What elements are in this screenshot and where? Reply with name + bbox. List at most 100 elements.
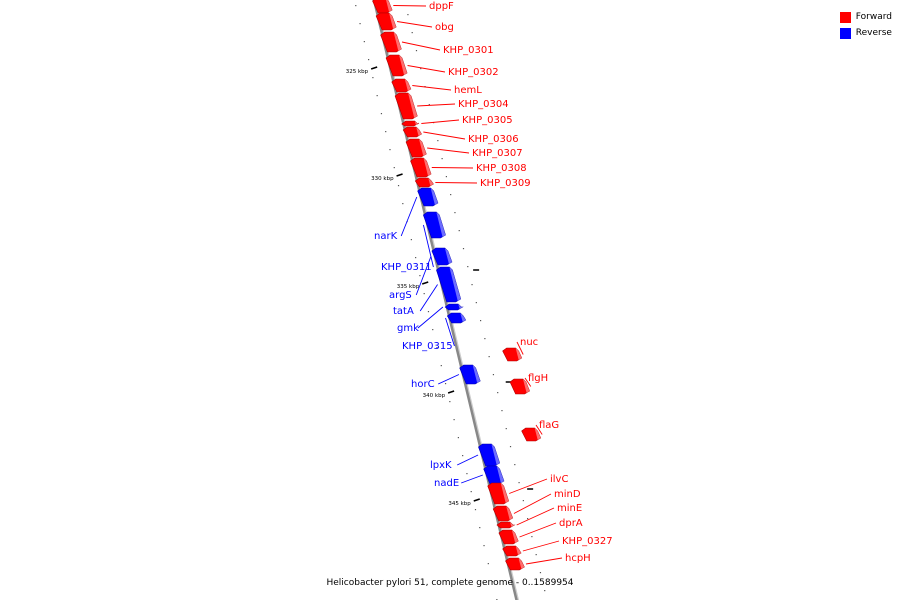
minor-tick: [393, 167, 395, 169]
minor-tick: [397, 185, 400, 187]
gene-highlight: [428, 178, 434, 186]
minor-tick: [484, 338, 486, 340]
gene-leader: [509, 478, 548, 494]
minor-tick: [544, 590, 546, 592]
gene-label: KHP_0304: [458, 99, 509, 110]
genome-caption: Helicobacter pylori 51, complete genome …: [326, 578, 574, 588]
minor-tick: [501, 410, 503, 412]
gene-highlight: [460, 313, 466, 322]
minor-tick: [475, 302, 477, 304]
gene-lpxK: [457, 443, 501, 467]
gene-label: gmk: [397, 323, 419, 334]
gene-gmk: [417, 303, 464, 329]
gene-ilvC: [487, 478, 548, 505]
gene-leader: [397, 21, 433, 28]
gene-leader: [525, 557, 563, 565]
gene-nadE: [461, 465, 505, 485]
minor-tick: [449, 401, 451, 403]
gene-leader: [522, 540, 560, 552]
legend-reverse: Reverse: [839, 25, 892, 41]
gene-label: flaG: [539, 420, 559, 431]
ruler-label: 335 kbp: [397, 284, 420, 290]
gene-label: dppF: [429, 1, 454, 12]
gene-KHP_0309: [414, 177, 478, 188]
gene-label: tatA: [393, 306, 414, 317]
gene-label: KHP_0311: [381, 262, 432, 273]
minor-tick: [462, 248, 465, 250]
gene-label: KHP_0327: [562, 536, 613, 547]
minor-tick: [445, 176, 447, 178]
gene-leader: [419, 284, 438, 312]
legend-reverse-label: Reverse: [855, 28, 892, 38]
gene-leader: [423, 131, 466, 140]
gene-label: KHP_0306: [468, 134, 519, 145]
gene-KHP_0327: [502, 540, 560, 557]
gene-highlight: [423, 158, 432, 176]
gene-label: horC: [411, 379, 435, 390]
gene-highlight: [458, 304, 463, 309]
gene-highlight: [523, 379, 530, 393]
gene-KHP_0315: [445, 312, 467, 347]
gene-leader: [457, 454, 479, 466]
minor-tick: [432, 329, 434, 331]
minor-tick: [491, 581, 494, 583]
legend: Forward Reverse: [839, 9, 892, 41]
gene-minE: [496, 507, 555, 529]
gene-tatA: [419, 266, 462, 312]
gene-label: hcpH: [565, 553, 591, 564]
gene-highlight: [416, 127, 422, 136]
gene-highlight: [444, 248, 452, 264]
gene-highlight: [509, 522, 515, 527]
gene-highlight: [393, 32, 402, 51]
minor-tick: [437, 140, 439, 142]
gene-highlight: [436, 212, 446, 237]
minor-tick: [492, 374, 495, 376]
gene-highlight: [449, 267, 461, 301]
gene-highlight: [515, 546, 522, 555]
gene-label: nuc: [520, 337, 538, 348]
minor-tick: [410, 239, 412, 241]
minor-tick: [407, 14, 409, 16]
gene-track: [372, 0, 563, 571]
gene-label: KHP_0307: [472, 148, 523, 159]
gene-hemL: [391, 78, 452, 93]
gene-highlight: [430, 188, 438, 205]
minor-tick: [505, 428, 507, 430]
gene-leader: [417, 306, 444, 329]
gene-leader: [519, 522, 557, 538]
gene-highlight: [408, 93, 418, 118]
minor-tick: [423, 293, 425, 295]
gene-KHP_0301: [380, 31, 441, 53]
gene-leader: [407, 65, 446, 73]
minor-tick: [488, 356, 490, 358]
minor-tick: [527, 518, 529, 520]
gene-highlight: [500, 483, 509, 503]
gene-leader: [445, 317, 455, 347]
forward-swatch: [839, 11, 851, 23]
minor-tick: [457, 437, 459, 439]
gene-minD: [492, 493, 552, 522]
ruler-label: 330 kbp: [371, 176, 394, 182]
gene-KHP_0302: [385, 54, 446, 77]
minor-tick: [458, 230, 460, 232]
minor-tick: [380, 113, 383, 115]
minor-tick: [483, 545, 485, 547]
minor-tick: [427, 311, 430, 313]
minor-tick: [411, 32, 413, 34]
ruler-tick: [421, 281, 429, 285]
minor-tick: [402, 203, 404, 205]
minor-tick: [436, 347, 438, 349]
gene-flaG: [521, 424, 543, 442]
minor-tick: [474, 509, 477, 511]
gene-label: KHP_0308: [476, 163, 527, 174]
gene-label: minE: [557, 503, 582, 514]
minor-tick: [522, 500, 524, 502]
gene-highlight: [386, 0, 393, 12]
gene-label: KHP_0309: [480, 178, 531, 189]
minor-tick: [376, 95, 378, 97]
gene-label: KHP_0302: [448, 67, 499, 78]
minor-tick: [428, 104, 430, 106]
gene-KHP_0308: [410, 157, 474, 178]
gene-KHP_0304: [394, 92, 456, 120]
minor-tick: [454, 212, 456, 214]
